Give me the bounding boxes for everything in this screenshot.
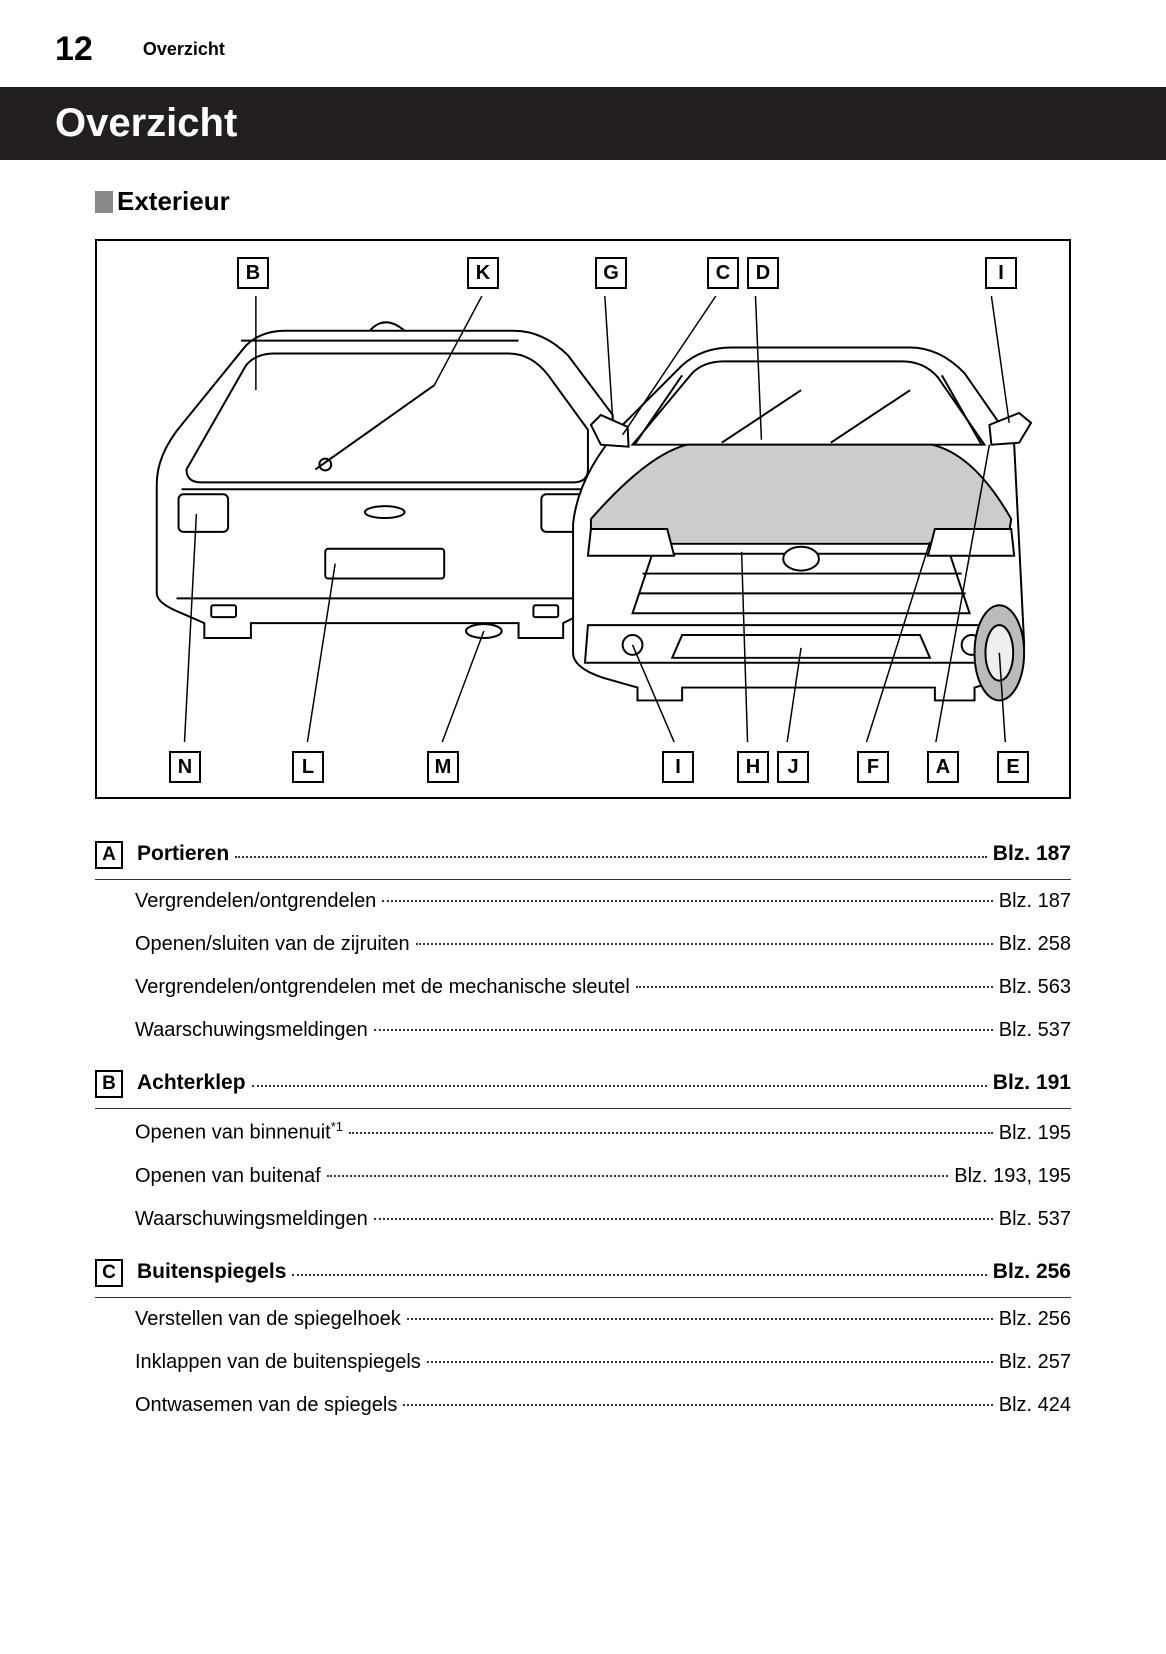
leader-dots: [636, 986, 993, 988]
diagram-label-n: N: [169, 751, 201, 783]
index-sub-row: Verstellen van de spiegelhoek Blz. 256: [95, 1298, 1071, 1341]
index-main-page: Blz. 191: [993, 1071, 1071, 1095]
index-sub-row: Vergrendelen/ontgrendelen Blz. 187: [95, 880, 1071, 923]
leader-dots: [382, 900, 992, 902]
index-letter-a: A: [95, 841, 123, 869]
leader-dots: [349, 1132, 993, 1134]
index-sub-row: Vergrendelen/ontgrendelen met de mechani…: [95, 966, 1071, 1009]
index-main-a: A Portieren Blz. 187: [95, 829, 1071, 880]
index-sub-text: Inklappen van de buitenspiegels: [135, 1351, 421, 1374]
diagram-label-a: A: [927, 751, 959, 783]
diagram-label-i: I: [662, 751, 694, 783]
index-main-c: C Buitenspiegels Blz. 256: [95, 1247, 1071, 1298]
leader-dots: [235, 856, 987, 858]
index-sub-page: Blz. 256: [999, 1308, 1071, 1331]
page-number: 12: [55, 30, 93, 69]
diagram-label-l: L: [292, 751, 324, 783]
leader-dots: [374, 1218, 993, 1220]
index-sub-row: Inklappen van de buitenspiegels Blz. 257: [95, 1341, 1071, 1384]
diagram-label-h: H: [737, 751, 769, 783]
vehicle-diagram-box: B K G CD I N L M I HJ F A E: [95, 239, 1071, 799]
index-sub-text: Openen/sluiten van de zijruiten: [135, 933, 410, 956]
index-sub-page: Blz. 424: [999, 1394, 1071, 1417]
leader-dots: [403, 1404, 992, 1406]
index-sub-text: Vergrendelen/ontgrendelen: [135, 890, 376, 913]
index-sub-page: Blz. 257: [999, 1351, 1071, 1374]
diagram-label-k: K: [467, 257, 499, 289]
diagram-label-j: J: [777, 751, 809, 783]
index-sub-page: Blz. 195: [999, 1122, 1071, 1145]
diagram-label-g: G: [595, 257, 627, 289]
subtitle-marker: [95, 191, 113, 213]
diagram-label-i: I: [985, 257, 1017, 289]
index-letter-c: C: [95, 1259, 123, 1287]
leader-dots: [416, 943, 993, 945]
index-sub-page: Blz. 563: [999, 976, 1071, 999]
vehicle-illustration: [127, 296, 1039, 742]
index-sub-page: Blz. 258: [999, 933, 1071, 956]
footnote-marker: *1: [331, 1119, 343, 1134]
index-sub-page: Blz. 193, 195: [954, 1165, 1071, 1188]
index-main-text: Buitenspiegels: [137, 1260, 286, 1284]
title-bar: Overzicht: [0, 87, 1166, 160]
diagram-label-f: F: [857, 751, 889, 783]
index-sub-row: Openen/sluiten van de zijruiten Blz. 258: [95, 923, 1071, 966]
index-main-page: Blz. 256: [993, 1260, 1071, 1284]
leader-dots: [327, 1175, 949, 1177]
header-label: Overzicht: [143, 39, 225, 60]
subtitle: Exterieur: [117, 186, 230, 217]
index-letter-b: B: [95, 1070, 123, 1098]
index-sub-page: Blz. 537: [999, 1019, 1071, 1042]
index-sub-text: Waarschuwingsmeldingen: [135, 1019, 368, 1042]
index-sub-row: Waarschuwingsmeldingen Blz. 537: [95, 1198, 1071, 1241]
leader-dots: [292, 1274, 986, 1276]
leader-dots: [374, 1029, 993, 1031]
diagram-label-c: C: [707, 257, 739, 289]
index-sub-row: Openen van buitenaf Blz. 193, 195: [95, 1155, 1071, 1198]
leader-dots: [407, 1318, 993, 1320]
index-sub-text: Ontwasemen van de spiegels: [135, 1394, 397, 1417]
index-sub-row: Waarschuwingsmeldingen Blz. 537: [95, 1009, 1071, 1052]
diagram-label-m: M: [427, 751, 459, 783]
index-sub-text: Verstellen van de spiegelhoek: [135, 1308, 401, 1331]
diagram-label-b: B: [237, 257, 269, 289]
index-sub-text: Waarschuwingsmeldingen: [135, 1208, 368, 1231]
index-sub-page: Blz. 537: [999, 1208, 1071, 1231]
index-main-text: Portieren: [137, 842, 229, 866]
index-sub-row: Openen van binnenuit*1 Blz. 195: [95, 1109, 1071, 1155]
index-sub-text: Vergrendelen/ontgrendelen met de mechani…: [135, 976, 630, 999]
index-sub-text: Openen van buitenaf: [135, 1165, 321, 1188]
diagram-label-d: D: [747, 257, 779, 289]
index-sub-page: Blz. 187: [999, 890, 1071, 913]
diagram-label-e: E: [997, 751, 1029, 783]
index-main-text: Achterklep: [137, 1071, 246, 1095]
index-sub-row: Ontwasemen van de spiegels Blz. 424: [95, 1384, 1071, 1427]
index-main-page: Blz. 187: [993, 842, 1071, 866]
leader-dots: [252, 1085, 987, 1087]
index-sub-text: Openen van binnenuit*1: [135, 1119, 343, 1145]
index-main-b: B Achterklep Blz. 191: [95, 1058, 1071, 1109]
leader-dots: [427, 1361, 993, 1363]
